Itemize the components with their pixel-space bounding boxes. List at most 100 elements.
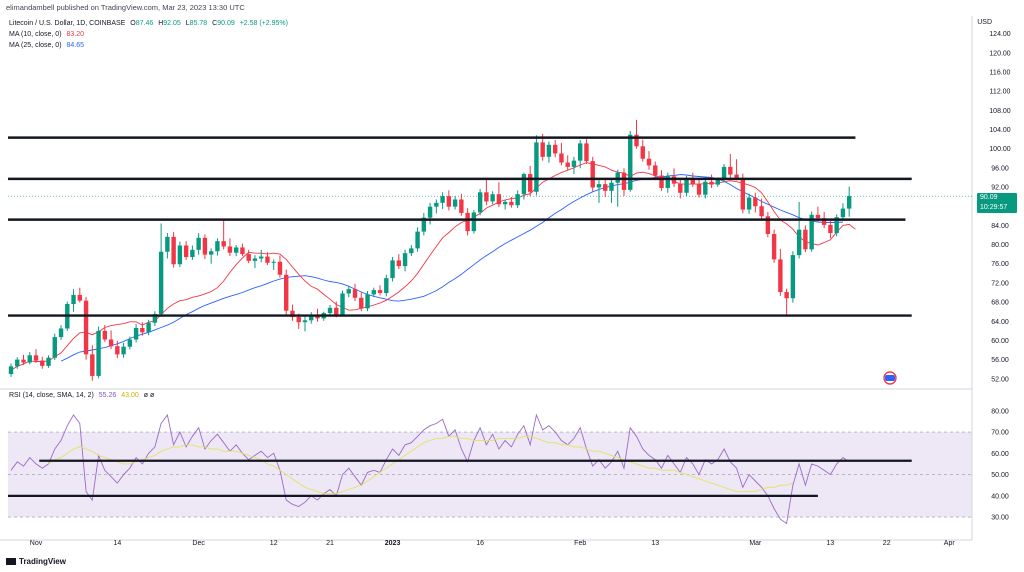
time-tick-label: 21 <box>326 540 334 547</box>
candle <box>396 254 402 270</box>
candle <box>265 252 270 266</box>
candle <box>102 325 108 342</box>
candle-body <box>71 294 76 305</box>
candle-body <box>502 201 508 205</box>
price-tick-label: 96.00 <box>991 165 1009 172</box>
candle <box>728 153 733 178</box>
price-tick-label: 120.00 <box>989 50 1011 57</box>
rsi-ma-value: 43.00 <box>121 392 139 399</box>
rsi-tick-label: 80.00 <box>991 408 1009 415</box>
candle <box>571 156 577 175</box>
candle-body <box>684 179 689 193</box>
candle-body <box>208 251 214 255</box>
candle <box>21 354 26 365</box>
candle-body <box>127 339 133 347</box>
open-label: O <box>130 20 136 27</box>
ma25-value: 84.65 <box>66 42 85 49</box>
candle-body <box>233 247 239 253</box>
candle <box>471 210 477 234</box>
candle-body <box>190 249 195 258</box>
symbol-name: Litecoin / U.S. Dollar, 1D, COINBASE <box>9 20 126 27</box>
candle <box>759 198 764 220</box>
candle <box>290 304 295 321</box>
candle <box>277 255 283 278</box>
candle <box>121 342 126 358</box>
time-tick-label: Apr <box>944 540 956 547</box>
candle-body <box>121 346 126 355</box>
candle <box>196 233 201 255</box>
candle <box>709 174 714 188</box>
candle <box>509 197 514 208</box>
candle-body <box>365 294 370 309</box>
candle-body <box>540 142 545 157</box>
candle <box>527 165 533 197</box>
candle <box>703 177 708 199</box>
candle-body <box>665 176 670 188</box>
candle <box>108 330 114 350</box>
price-tick-label: 100.00 <box>989 146 1011 153</box>
candle <box>502 199 508 210</box>
candle-body <box>390 260 395 279</box>
currency-label[interactable]: USD <box>977 19 992 26</box>
candle-body <box>840 208 846 218</box>
candle <box>753 192 758 213</box>
candle-body <box>8 366 14 375</box>
candle-body <box>634 134 639 147</box>
candle-body <box>678 183 683 193</box>
candle-body <box>584 143 589 162</box>
candle <box>152 311 158 327</box>
candle-body <box>552 144 558 154</box>
time-tick-label: 14 <box>113 540 121 547</box>
candle-body <box>527 174 533 192</box>
candle-body <box>396 260 402 267</box>
candle-body <box>734 174 739 178</box>
candle <box>165 233 170 259</box>
time-tick-label: 13 <box>827 540 835 547</box>
time-tick-label: Feb <box>574 540 586 547</box>
candle <box>565 155 570 171</box>
price-tick-label: 112.00 <box>990 89 1011 96</box>
candle <box>552 140 558 158</box>
rsi-value: 55.26 <box>98 392 117 399</box>
time-tick-label: 16 <box>476 540 484 547</box>
candle <box>796 201 802 259</box>
low-label: L <box>185 20 190 27</box>
rsi-legend[interactable]: RSI (14, close, SMA, 14, 2) 55.26 43.00 … <box>9 392 154 399</box>
candle <box>246 249 251 264</box>
price-tick-label: 80.00 <box>991 242 1009 249</box>
candle <box>459 193 464 216</box>
candle <box>8 363 14 377</box>
candle <box>427 202 433 225</box>
candle <box>584 139 589 165</box>
candle-body <box>359 297 364 309</box>
candle <box>71 289 76 312</box>
candle-body <box>177 245 183 265</box>
rsi-ma-line <box>48 435 794 495</box>
candle-body <box>452 199 458 207</box>
chart-watermark-icon <box>883 371 897 385</box>
candle <box>734 159 739 181</box>
candle <box>133 324 139 343</box>
candle <box>221 220 226 250</box>
candle <box>233 245 239 257</box>
candle-body <box>409 248 414 254</box>
symbol-legend[interactable]: Litecoin / U.S. Dollar, 1D, COINBASE O87… <box>9 20 288 27</box>
rsi-band-layer <box>8 431 972 518</box>
candle-body <box>421 217 427 232</box>
candle-body <box>146 322 151 333</box>
candle-body <box>659 175 664 188</box>
candle <box>415 227 420 252</box>
time-tick-label: Mar <box>749 540 762 547</box>
candle <box>546 141 552 163</box>
tradingview-logo[interactable]: TradingView <box>6 557 66 566</box>
candle <box>634 119 639 149</box>
ma25-legend[interactable]: MA (25, close, 0) 84.65 <box>9 42 84 49</box>
candle-body <box>828 224 833 234</box>
candle <box>365 291 370 312</box>
candle-body <box>809 214 814 250</box>
ma10-legend[interactable]: MA (10, close, 0) 83.20 <box>9 31 84 38</box>
candle-body <box>715 178 721 185</box>
candle-body <box>653 165 658 176</box>
candle-body <box>158 251 164 315</box>
